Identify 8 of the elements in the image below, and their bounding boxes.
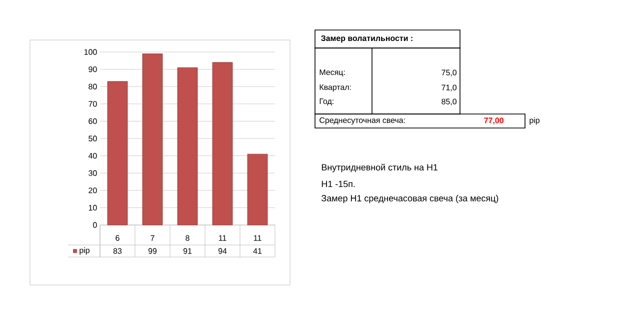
text: H1 -15п. — [322, 180, 355, 188]
bar — [107, 81, 128, 226]
bar — [142, 54, 163, 226]
bar — [212, 62, 233, 226]
text: Внутридневной стиль на H1 — [322, 164, 438, 172]
bar — [247, 154, 268, 226]
bar — [177, 67, 198, 226]
text: Замер H1 среднечасовая свеча (за месяц) — [322, 194, 498, 204]
